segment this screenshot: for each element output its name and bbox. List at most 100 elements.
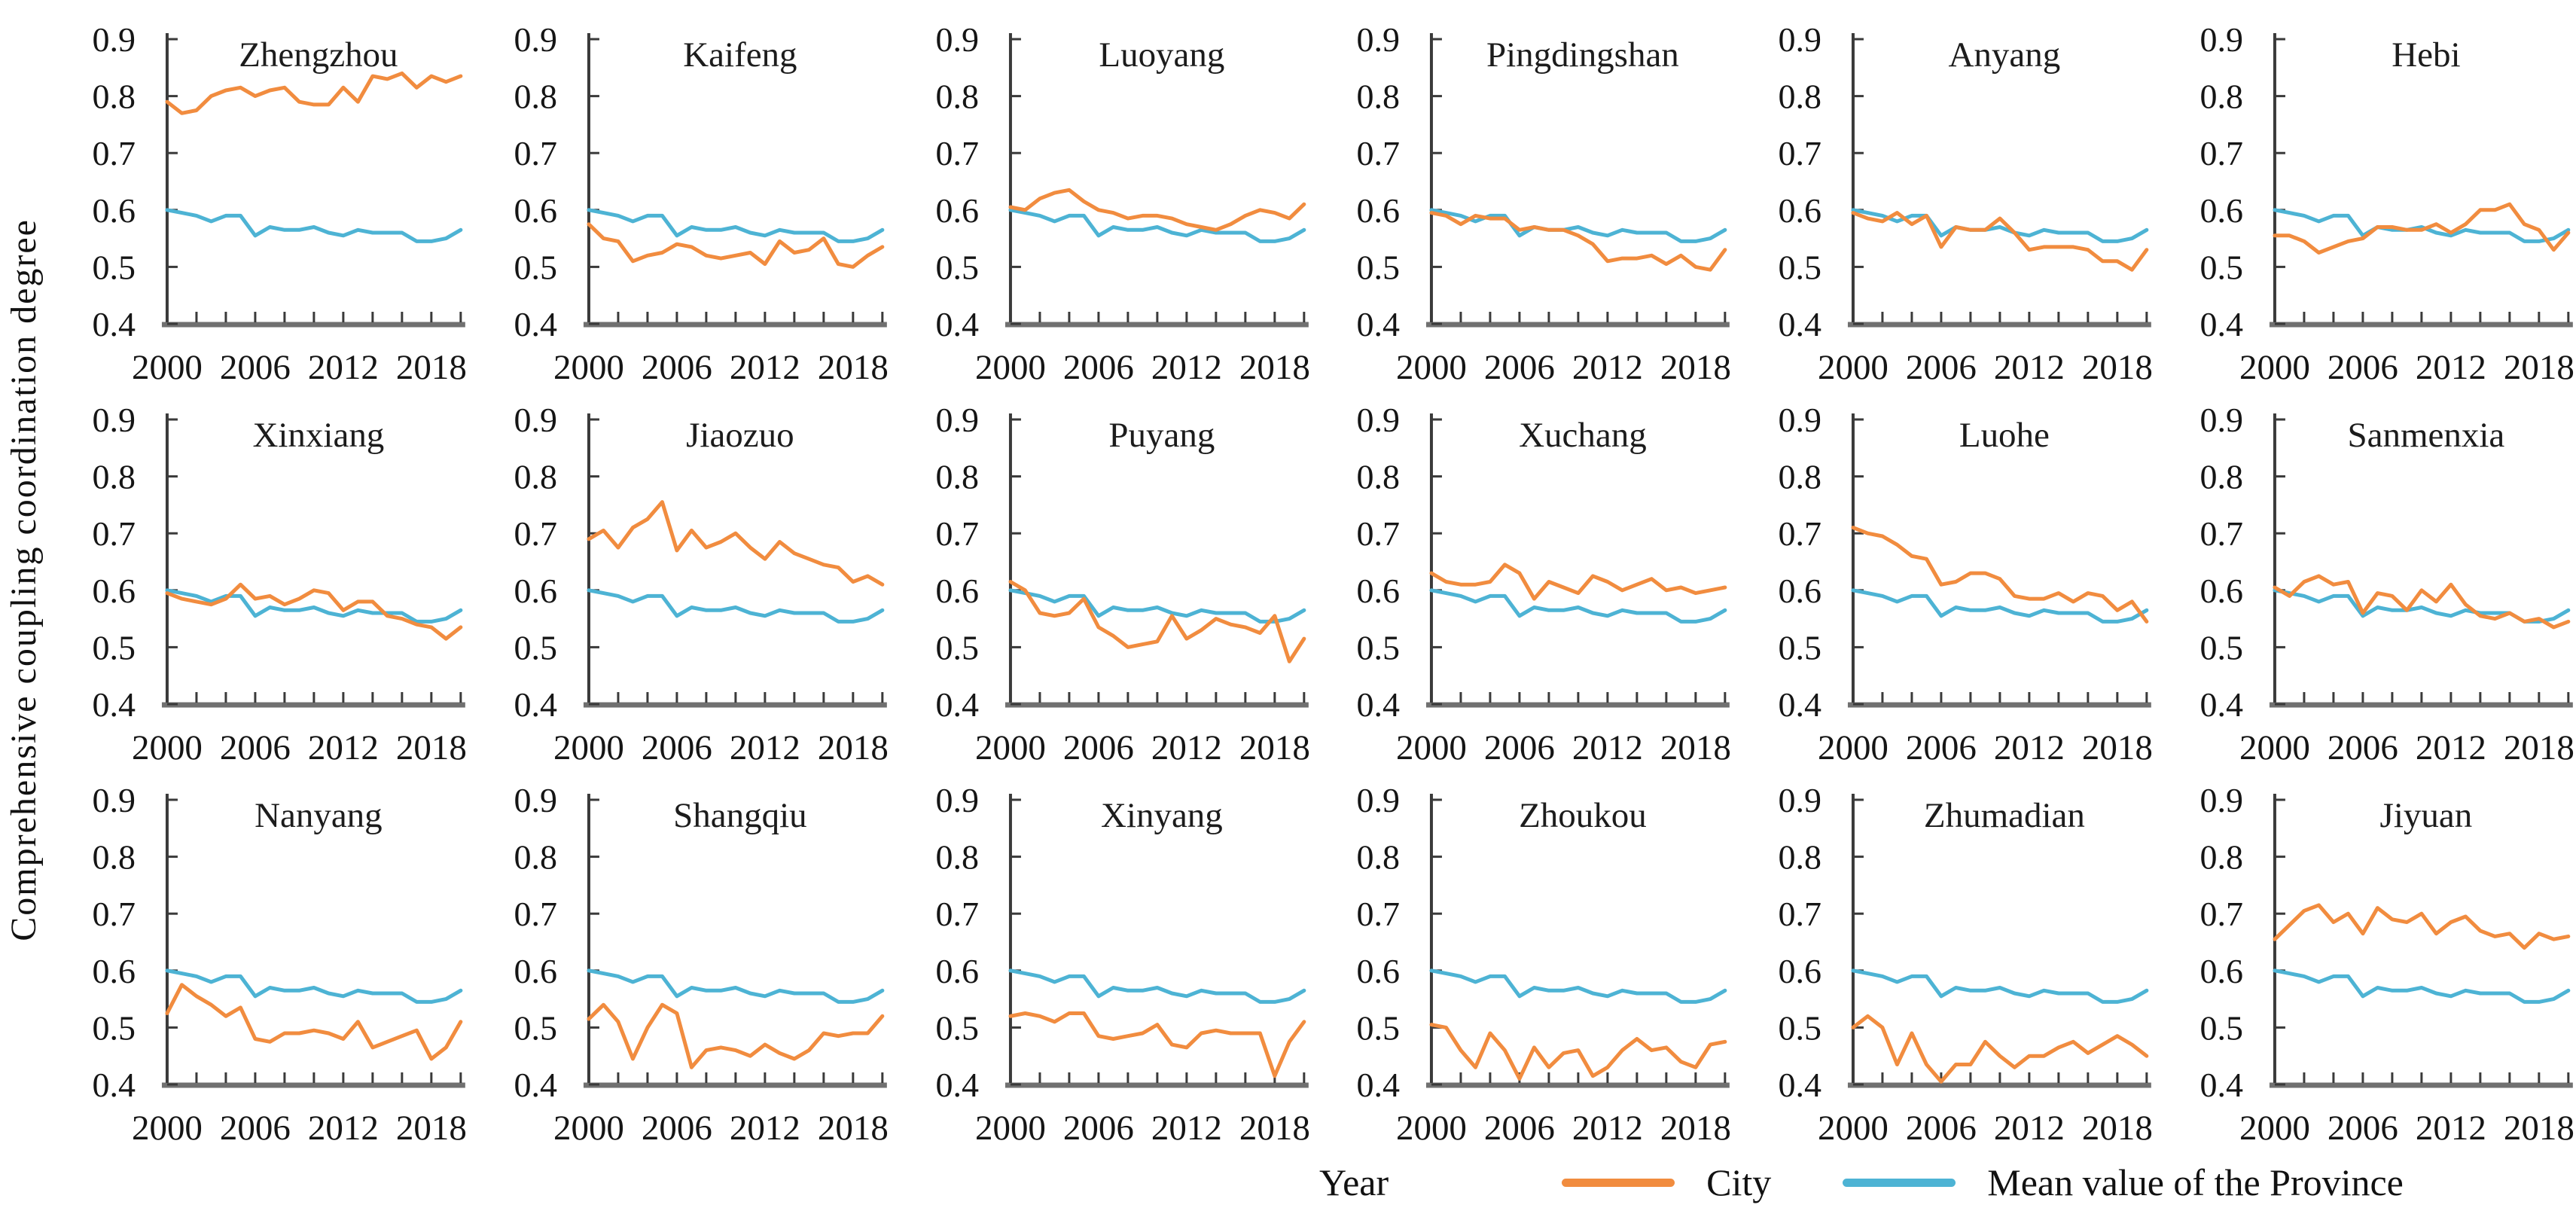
y-tick-label: 0.9 xyxy=(1357,20,1400,59)
panel-title: Sanmenxia xyxy=(2348,416,2505,455)
city-line xyxy=(165,983,463,1061)
panel-title: Hebi xyxy=(2392,35,2460,75)
city-line xyxy=(1851,1014,2149,1084)
y-tick-label: 0.8 xyxy=(514,458,556,496)
panel-canvas: 0.4 0.5 0.6 0.7 0.8 0.9 2000 2006 2012 2018 Pingdi… xyxy=(1357,20,1731,385)
y-tick-label: 0.4 xyxy=(1357,1066,1400,1104)
x-tick-label: 2000 xyxy=(132,348,203,385)
x-tick-label: 2000 xyxy=(975,1109,1046,1145)
x-tick-label: 2000 xyxy=(1818,1109,1889,1145)
x-tick-label: 2018 xyxy=(2082,1109,2153,1145)
province-mean-line xyxy=(2273,588,2571,624)
province-mean-line xyxy=(587,208,885,243)
y-tick-label: 0.4 xyxy=(1779,1066,1821,1104)
city-line xyxy=(587,500,885,587)
panel-canvas: 0.4 0.5 0.6 0.7 0.8 0.9 2000 2006 2012 2018 Jiyuan xyxy=(2200,781,2574,1145)
x-tick-label: 2006 xyxy=(220,348,291,385)
y-tick-label: 0.5 xyxy=(92,1008,135,1047)
x-tick-label: 2006 xyxy=(1906,1109,1977,1145)
x-tick-label: 2000 xyxy=(2239,348,2310,385)
chart-panel: 0.4 0.5 0.6 0.7 0.8 0.9 2000 2006 2012 2018 Xinxia… xyxy=(47,385,468,765)
y-tick-label: 0.5 xyxy=(2200,248,2243,286)
y-tick-label: 0.6 xyxy=(92,191,135,230)
panel-title: Xinxiang xyxy=(252,416,384,455)
x-tick-label: 2006 xyxy=(1484,348,1555,385)
x-tick-label: 2000 xyxy=(553,728,624,765)
chart-panel: 0.4 0.5 0.6 0.7 0.8 0.9 2000 2006 2012 2018 Zhouko… xyxy=(1311,765,1733,1145)
panel-title: Luoyang xyxy=(1099,35,1224,75)
city-line xyxy=(2273,574,2571,630)
x-tick-label: 2006 xyxy=(642,348,712,385)
y-tick-label: 0.6 xyxy=(1357,952,1400,990)
y-tick-label: 0.8 xyxy=(1779,838,1821,877)
y-tick-label: 0.8 xyxy=(935,838,978,877)
x-tick-label: 2018 xyxy=(396,348,467,385)
chart-panel: 0.4 0.5 0.6 0.7 0.8 0.9 2000 2006 2012 2018 Luoyan… xyxy=(890,5,1312,385)
x-tick-label: 2006 xyxy=(220,728,291,765)
y-tick-label: 0.4 xyxy=(2200,305,2243,343)
x-tick-label: 2006 xyxy=(1484,728,1555,765)
y-tick-label: 0.7 xyxy=(2200,514,2243,553)
y-tick-label: 0.4 xyxy=(1779,305,1821,343)
province-mean-line xyxy=(1429,588,1727,624)
chart-panel: 0.4 0.5 0.6 0.7 0.8 0.9 2000 2006 2012 2018 Zhengz… xyxy=(47,5,468,385)
x-tick-label: 2000 xyxy=(2239,728,2310,765)
x-tick-label: 2018 xyxy=(2082,728,2153,765)
y-tick-label: 0.5 xyxy=(1357,628,1400,666)
y-tick-label: 0.5 xyxy=(1357,1008,1400,1047)
x-tick-label: 2018 xyxy=(1660,728,1731,765)
chart-panel: 0.4 0.5 0.6 0.7 0.8 0.9 2000 2006 2012 2018 Luohe xyxy=(1733,385,2154,765)
x-tick-label: 2012 xyxy=(730,1109,800,1145)
x-tick-label: 2012 xyxy=(1151,348,1222,385)
x-tick-label: 2012 xyxy=(2416,1109,2486,1145)
x-tick-label: 2018 xyxy=(2082,348,2153,385)
y-tick-label: 0.4 xyxy=(1357,305,1400,343)
x-tick-label: 2018 xyxy=(1660,348,1731,385)
y-tick-label: 0.9 xyxy=(514,401,556,439)
y-tick-label: 0.7 xyxy=(514,514,556,553)
y-tick-label: 0.4 xyxy=(935,305,978,343)
figure-footer: Year City Mean value of the Province xyxy=(0,1151,2576,1214)
chart-panel: 0.4 0.5 0.6 0.7 0.8 0.9 2000 2006 2012 2018 Xinyan… xyxy=(890,765,1312,1145)
chart-panel: 0.4 0.5 0.6 0.7 0.8 0.9 2000 2006 2012 2018 Pingdi… xyxy=(1311,5,1733,385)
x-tick-label: 2018 xyxy=(1239,728,1310,765)
y-tick-label: 0.6 xyxy=(2200,572,2243,610)
city-legend-label: City xyxy=(1706,1161,1772,1203)
city-line xyxy=(165,582,463,641)
y-tick-label: 0.5 xyxy=(935,248,978,286)
y-tick-label: 0.7 xyxy=(92,514,135,553)
panel-title: Jiyuan xyxy=(2380,796,2473,835)
y-tick-label: 0.8 xyxy=(514,838,556,877)
city-line xyxy=(1429,211,1727,272)
x-tick-label: 2006 xyxy=(1063,348,1134,385)
province-mean-line xyxy=(1851,208,2149,243)
x-tick-label: 2018 xyxy=(2504,728,2574,765)
x-tick-label: 2012 xyxy=(1994,1109,2065,1145)
province-mean-line xyxy=(1008,208,1306,243)
chart-panel: 0.4 0.5 0.6 0.7 0.8 0.9 2000 2006 2012 2018 Zhumad… xyxy=(1733,765,2154,1145)
y-tick-label: 0.5 xyxy=(514,248,556,286)
y-tick-label: 0.5 xyxy=(2200,1008,2243,1047)
y-tick-label: 0.9 xyxy=(2200,781,2243,819)
x-tick-label: 2012 xyxy=(1572,728,1643,765)
x-tick-label: 2012 xyxy=(1151,728,1222,765)
y-tick-label: 0.5 xyxy=(935,628,978,666)
x-tick-label: 2018 xyxy=(396,728,467,765)
y-tick-label: 0.6 xyxy=(2200,191,2243,230)
panel-canvas: 0.4 0.5 0.6 0.7 0.8 0.9 2000 2006 2012 2018 Shangq… xyxy=(514,781,888,1145)
y-tick-label: 0.5 xyxy=(514,1008,556,1047)
y-tick-label: 0.4 xyxy=(514,685,556,724)
x-tick-label: 2012 xyxy=(2416,728,2486,765)
y-tick-label: 0.6 xyxy=(1779,572,1821,610)
y-tick-label: 0.7 xyxy=(1357,895,1400,933)
y-tick-label: 0.9 xyxy=(1779,781,1821,819)
y-tick-label: 0.8 xyxy=(1357,458,1400,496)
province-mean-line xyxy=(587,588,885,624)
y-tick-label: 0.9 xyxy=(1779,401,1821,439)
x-tick-label: 2018 xyxy=(1239,348,1310,385)
x-tick-label: 2006 xyxy=(2328,348,2398,385)
chart-panel: 0.4 0.5 0.6 0.7 0.8 0.9 2000 2006 2012 2018 Shangq… xyxy=(468,765,890,1145)
y-tick-label: 0.4 xyxy=(2200,1066,2243,1104)
y-tick-label: 0.8 xyxy=(1357,838,1400,877)
y-tick-label: 0.6 xyxy=(935,952,978,990)
